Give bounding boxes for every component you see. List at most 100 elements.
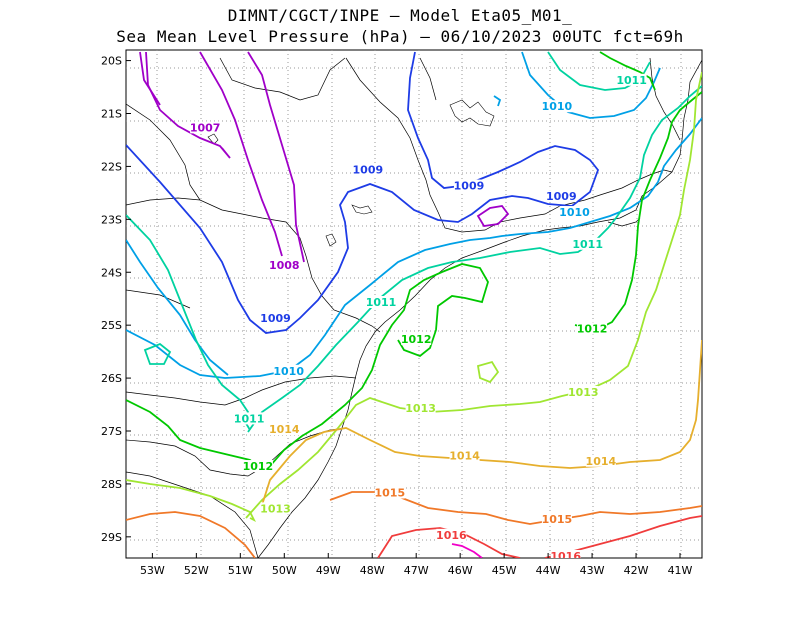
state-border-sp-mg-rj xyxy=(345,57,673,233)
lon-tick-label: 49W xyxy=(316,564,341,577)
itaipu-reservoir xyxy=(325,233,337,247)
isobar-1011-closed xyxy=(143,342,172,365)
latitude-tick-labels: 20S 21S 22S 23S 24S 25S 26S 27S 28S 29S xyxy=(101,55,131,544)
lon-tick-label: 45W xyxy=(492,564,517,577)
contour-label: 1010 xyxy=(273,365,304,378)
contour-label: 1014 xyxy=(269,423,300,436)
river-grande xyxy=(419,57,437,101)
contour-label: 1015 xyxy=(542,513,573,526)
contour-label-bg xyxy=(269,258,300,271)
coastlines-and-borders xyxy=(126,57,702,558)
lon-tick-label: 44W xyxy=(536,564,561,577)
contour-label-bg xyxy=(269,423,300,435)
contour-label-bg xyxy=(190,121,221,134)
longitude-tick-labels: 53W 52W 51W 50W 49W 48W 47W 46W 45W 44W 43W 42W 41W xyxy=(140,553,693,577)
lon-tick-label: 50W xyxy=(272,564,297,577)
contour-label-bg xyxy=(546,190,577,203)
contour-label-bg xyxy=(401,333,432,346)
contour-label-bg xyxy=(436,528,467,541)
state-border-mg-es xyxy=(649,57,681,141)
lat-tick-label: 26S xyxy=(101,372,122,385)
isobar-1007-edge xyxy=(139,51,161,106)
contour-label-bg xyxy=(568,385,599,398)
contour-label: 1009 xyxy=(260,312,291,325)
graticule xyxy=(126,50,702,558)
isobar-1010-b xyxy=(126,239,229,376)
contour-label-bg xyxy=(405,401,436,414)
contour-label: 1009 xyxy=(546,190,577,203)
lon-tick-label: 47W xyxy=(404,564,429,577)
contour-label-bg xyxy=(260,311,291,324)
contour-label: 1012 xyxy=(243,460,274,473)
contour-label: 1011 xyxy=(572,238,603,251)
contour-label-bg xyxy=(273,364,304,377)
lon-tick-label: 52W xyxy=(184,564,209,577)
contour-label: 1007 xyxy=(190,121,221,134)
isobar-1012-east xyxy=(574,91,702,331)
capivara-reservoir xyxy=(351,204,373,215)
lat-tick-label: 25S xyxy=(101,319,122,332)
contour-labels: 1007 1008 1009 1009 1009 1009 1010 1010 1010 1011… xyxy=(190,73,647,563)
contour-label-bg xyxy=(260,502,291,515)
contour-label-bg xyxy=(572,237,603,250)
contour-label: 1014 xyxy=(449,449,480,462)
state-border-pr-sp xyxy=(126,197,381,333)
lon-tick-label: 42W xyxy=(624,564,649,577)
isobar-1008-west xyxy=(199,51,283,257)
contour-label: 1015 xyxy=(375,487,406,500)
lat-tick-label: 28S xyxy=(101,478,122,491)
contour-label-bg xyxy=(242,460,273,473)
reservoirs xyxy=(207,99,495,247)
contour-label: 1016 xyxy=(436,529,467,542)
isobar-1014 xyxy=(261,339,702,506)
contour-label: 1011 xyxy=(366,296,397,309)
isobar-1015-west xyxy=(126,511,256,558)
contour-label: 1008 xyxy=(269,259,300,272)
contour-label-bg xyxy=(550,550,581,558)
state-border-ms-mg xyxy=(126,103,201,201)
contour-label: 1014 xyxy=(586,455,617,468)
map-title-line1: DIMNT/CGCT/INPE – Model Eta05_M01_ xyxy=(227,6,573,25)
lon-tick-label: 46W xyxy=(448,564,473,577)
isobar-1013-west xyxy=(126,479,257,523)
contour-label-bg xyxy=(559,206,590,219)
lat-tick-label: 23S xyxy=(101,213,122,226)
rj-coast-detail xyxy=(607,217,641,227)
state-border-sc-pr xyxy=(126,375,357,406)
contour-label: 1016 xyxy=(550,550,581,563)
lat-tick-label: 29S xyxy=(101,531,122,544)
lon-tick-label: 48W xyxy=(360,564,385,577)
isobar-1011-main xyxy=(247,85,702,433)
contour-label: 1013 xyxy=(405,402,436,415)
contour-label: 1011 xyxy=(234,412,265,425)
contour-label: 1011 xyxy=(616,74,647,87)
contour-label: 1010 xyxy=(542,100,573,113)
contour-label: 1012 xyxy=(577,322,608,335)
isobar-1013-closed xyxy=(476,360,500,384)
contour-label: 1010 xyxy=(559,206,590,219)
lon-tick-label: 53W xyxy=(140,564,165,577)
contour-label-bg xyxy=(585,454,616,467)
reservoir-ms xyxy=(207,133,219,145)
isobar-1008-closed xyxy=(476,205,510,227)
contour-label-bg xyxy=(541,100,572,113)
isobar-1008-b xyxy=(247,51,305,263)
isobar-1010 xyxy=(126,117,702,379)
state-border-go-mg xyxy=(219,57,346,101)
lat-tick-label: 20S xyxy=(101,55,122,68)
contour-label-bg xyxy=(449,449,480,462)
contour-label-bg xyxy=(541,512,572,525)
map-frame xyxy=(125,49,703,559)
map-title-line2: Sea Mean Level Pressure (hPa) – 06/10/20… xyxy=(116,27,684,46)
contour-label-bg xyxy=(234,412,265,425)
border-paraguay xyxy=(126,289,191,309)
lat-tick-label: 22S xyxy=(101,160,122,173)
isobar-1012-main xyxy=(269,263,489,467)
isobar-1012-north xyxy=(599,51,656,91)
isobar-1010-small xyxy=(493,95,502,107)
furnas-reservoir xyxy=(449,99,495,127)
isobar-1017 xyxy=(451,543,483,558)
isobar-1010-north xyxy=(521,51,661,119)
lon-tick-label: 43W xyxy=(580,564,605,577)
